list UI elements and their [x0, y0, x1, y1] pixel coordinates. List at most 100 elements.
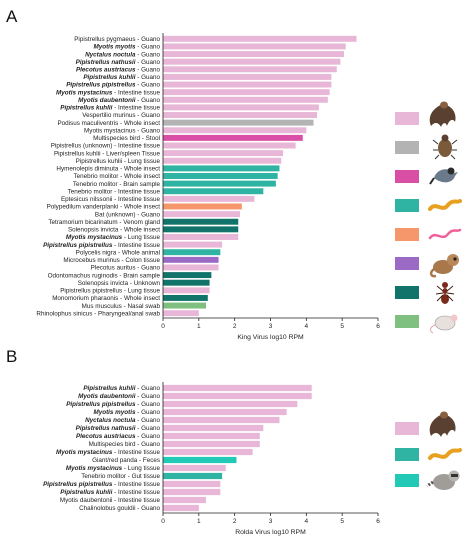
category-label: Myotis daubentonii - Intestine tissue: [60, 497, 161, 504]
category-label: Tetramorium bicarinatum - Venom gland: [48, 219, 160, 226]
bar: [163, 432, 260, 440]
category-label: Myotis mystacinus - Lung tissue: [66, 234, 161, 241]
category-label: Pipistrellus pipistrellus - Intestine ti…: [43, 481, 160, 488]
bar: [163, 173, 278, 179]
bar: [163, 279, 210, 286]
category-label: Myotis daubentonii - Guano: [78, 97, 160, 104]
x-tick-label: 3: [269, 323, 273, 330]
bar: [163, 234, 239, 240]
category-label: Hymenolepis diminuta - Whole insect: [56, 166, 160, 173]
bar: [163, 134, 303, 141]
bar: [163, 112, 318, 118]
legend-swatch: [395, 474, 419, 487]
legend-swatch: [395, 170, 419, 183]
category-label: Monomorium pharaonis - Whole insect: [52, 295, 160, 302]
category-label: Myotis daubentonii - Guano: [78, 393, 160, 400]
mouse-icon: [430, 314, 458, 334]
legend-swatch: [395, 257, 419, 270]
category-label: Pipistrellus kuhlii - Intestine tissue: [60, 489, 160, 496]
category-label: Plecotus auritus - Guano: [91, 265, 161, 272]
category-label: Polypedilum vanderplanki - Whole insect: [47, 204, 161, 211]
category-label: Polycelis nigra - Whole animal: [76, 249, 160, 256]
category-label: Pipistrellus nathusii - Guano: [76, 59, 161, 66]
category-label: Tenebrio molitor - Intestine tissue: [68, 188, 161, 195]
bar: [163, 180, 276, 187]
x-tick-label: 4: [305, 323, 309, 330]
bar: [163, 384, 312, 392]
category-label: Solenopsis invicta - Whole insect: [68, 227, 160, 234]
category-label: Pipistrellus pipistrellus - Guano: [66, 82, 160, 89]
category-label: Myotis mystacinus - Guano: [84, 127, 160, 134]
bar: [163, 464, 226, 472]
category-label: Pipistrellus kuhlii - Intestine tissue: [60, 105, 160, 112]
bar: [163, 504, 199, 512]
category-label: Bat (unknown) - Guano: [95, 211, 161, 218]
legend-swatch: [395, 199, 419, 212]
category-label: Myotis mystacinus - Lung tissue: [66, 465, 161, 472]
category-label: Pipistrellus nathusii - Guano: [76, 425, 161, 432]
x-tick-label: 0: [161, 518, 165, 525]
bar: [163, 392, 312, 400]
ant-icon: [435, 282, 455, 304]
category-label: Nyctalus noctula - Guano: [85, 51, 160, 58]
category-label: Myotis mystacinus - Intestine tissue: [56, 89, 160, 96]
x-tick-label: 5: [340, 518, 344, 525]
bar: [163, 150, 284, 157]
category-label: Myotis mystacinus - Intestine tissue: [56, 449, 160, 456]
bar: [163, 73, 332, 80]
worm-icon: [428, 199, 462, 211]
bar: [163, 302, 206, 309]
category-label: Multispecies bird - Guano: [89, 441, 161, 448]
x-tick-label: 2: [233, 323, 237, 330]
category-label: Chalinolobus gouldii - Guano: [79, 505, 160, 512]
raccoon-icon: [426, 470, 460, 490]
panel-label-b: B: [6, 347, 17, 366]
legend-swatch: [395, 228, 419, 241]
category-label: Pipistrellus (unknown) - Intestine tissu…: [51, 143, 161, 150]
pink-worm-icon: [428, 228, 462, 240]
category-label: Eptesicus nilssonii - Intestine tissue: [61, 196, 161, 203]
category-label: Vespertilio murinus - Guano: [82, 112, 160, 119]
bar: [163, 264, 219, 271]
bar: [163, 81, 332, 88]
category-label: Pipistrellus pipistrellus - Intestine ti…: [43, 242, 160, 249]
bar: [163, 448, 253, 456]
category-label: Mus musculus - Nasal swab: [82, 303, 161, 310]
worm-icon: [428, 448, 462, 460]
bar: [163, 480, 221, 488]
bar: [163, 310, 199, 317]
bar: [163, 211, 241, 218]
bar: [163, 472, 223, 480]
bar: [163, 408, 287, 416]
legend-swatch: [395, 422, 419, 435]
category-label: Pipistrellus pygmaeus - Guano: [74, 36, 160, 43]
x-tick-label: 1: [197, 323, 201, 330]
category-label: Tenebrio molitor - Whole insect: [74, 173, 161, 180]
bar: [163, 104, 319, 111]
x-tick-label: 2: [233, 518, 237, 525]
bar: [163, 188, 264, 195]
x-axis-title: King Virus log10 RPM: [237, 334, 304, 341]
category-label: Pipistrellus pipistrellus - Guano: [66, 401, 160, 408]
bar: [163, 488, 221, 496]
category-label: Tenebrio molitor - Brain sample: [73, 181, 161, 188]
bar: [163, 424, 264, 432]
bar: [163, 66, 337, 73]
beetle-icon: [432, 134, 458, 160]
bar: [163, 496, 206, 504]
bird-icon: [429, 167, 458, 185]
category-label: Rhinolophus sinicus - Pharyngeal/anal sw…: [36, 310, 160, 317]
category-label: Plecotus austriacus - Guano: [76, 433, 160, 440]
x-tick-label: 5: [340, 323, 344, 330]
bar: [163, 416, 280, 424]
bar: [163, 256, 219, 263]
category-label: Pipistrellus kuhlii - Liver/spleen Tissu…: [54, 150, 161, 157]
x-axis-title: Rolda Virus log10 RPM: [235, 529, 306, 536]
category-label: Solenopsis invicta - Unknown: [78, 280, 161, 287]
category-label: Pipistrellus pipistrellus - Lung tissue: [60, 288, 160, 295]
x-tick-label: 1: [197, 518, 201, 525]
category-label: Microcebus murinus - Colon tissue: [63, 257, 160, 264]
panel-label-a: A: [6, 7, 18, 26]
bar: [163, 43, 346, 50]
